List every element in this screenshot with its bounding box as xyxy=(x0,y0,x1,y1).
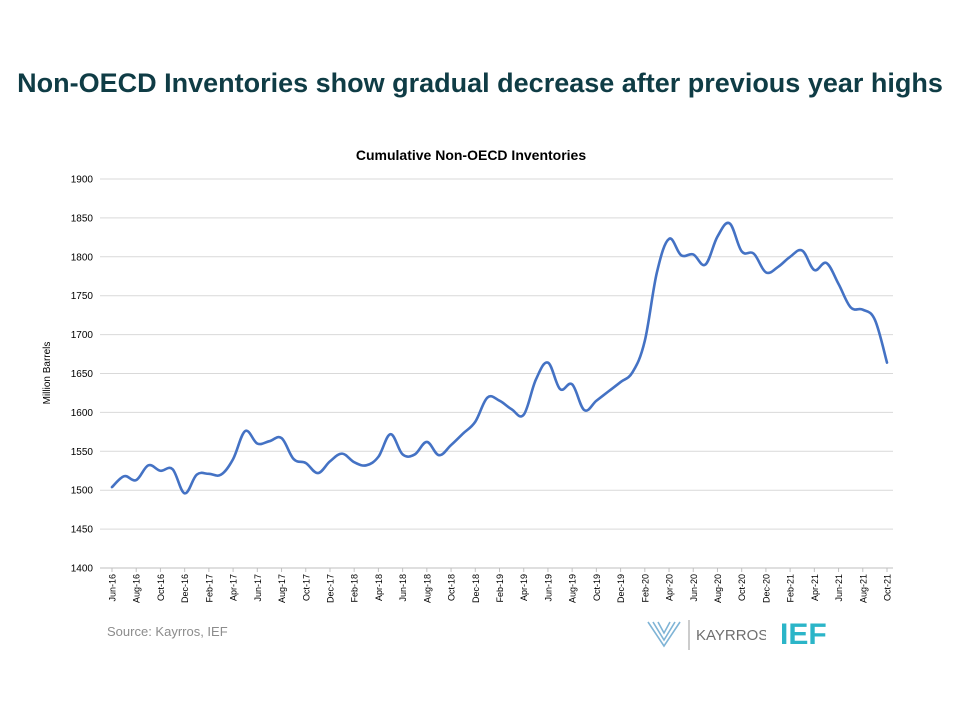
y-tick-label: 1550 xyxy=(71,447,94,458)
x-tick-label: Oct-21 xyxy=(883,574,893,601)
x-tick-label: Apr-18 xyxy=(374,574,384,601)
y-tick-label: 1750 xyxy=(71,291,94,302)
slide-title: Non-OECD Inventories show gradual decrea… xyxy=(17,68,943,98)
y-tick-label: 1900 xyxy=(71,175,94,186)
x-tick-label: Jun-16 xyxy=(108,574,118,602)
x-tick-label: Jun-21 xyxy=(834,574,844,602)
y-tick-label: 1650 xyxy=(71,369,94,380)
x-tick-label: Jun-20 xyxy=(689,574,699,602)
x-tick-label: Apr-19 xyxy=(519,574,529,601)
x-tick-label: Jun-19 xyxy=(543,574,553,602)
x-tick-label: Oct-16 xyxy=(156,574,166,601)
chart-title: Cumulative Non-OECD Inventories xyxy=(356,147,586,163)
x-tick-label: Aug-16 xyxy=(132,574,142,603)
gridlines xyxy=(100,178,893,569)
x-tick-label: Feb-17 xyxy=(204,574,214,603)
source-note: Source: Kayrros, IEF xyxy=(107,624,228,639)
x-tick-label: Dec-20 xyxy=(761,574,771,603)
x-tick-label: Aug-19 xyxy=(568,574,578,603)
y-tick-label: 1600 xyxy=(71,408,94,419)
x-tick-label: Oct-20 xyxy=(737,574,747,601)
x-tick-label: Dec-16 xyxy=(180,574,190,603)
x-tick-label: Feb-21 xyxy=(786,574,796,603)
kayrros-logo: KAYRROS xyxy=(647,620,766,650)
y-tick-label: 1700 xyxy=(71,330,94,341)
y-tick-label: 1400 xyxy=(71,564,94,575)
x-tick-label: Feb-20 xyxy=(640,574,650,603)
x-tick-label: Jun-17 xyxy=(253,574,263,602)
y-tick-label: 1800 xyxy=(71,252,94,263)
x-tick-label: Aug-17 xyxy=(277,574,287,603)
x-tick-labels: Jun-16 Aug-16 Oct-16 Dec-16 Feb-17 Apr-17 Jun-… xyxy=(108,568,893,603)
x-tick-label: Oct-19 xyxy=(592,574,602,601)
x-tick-label: Dec-17 xyxy=(325,574,335,603)
x-tick-label: Dec-18 xyxy=(471,574,481,603)
x-tick-label: Oct-17 xyxy=(301,574,311,601)
y-tick-label: 1450 xyxy=(71,525,94,536)
x-tick-label: Aug-18 xyxy=(422,574,432,603)
x-tick-label: Feb-19 xyxy=(495,574,505,603)
x-tick-label: Dec-19 xyxy=(616,574,626,603)
x-tick-label: Apr-20 xyxy=(665,574,675,601)
svg-text:IEF: IEF xyxy=(780,618,827,651)
x-tick-label: Jun-18 xyxy=(398,574,408,602)
x-tick-label: Aug-21 xyxy=(858,574,868,603)
y-axis-label: Million Barrels xyxy=(42,342,53,405)
y-tick-label: 1500 xyxy=(71,486,94,497)
x-tick-label: Apr-17 xyxy=(229,574,239,601)
ief-logo: IEF xyxy=(780,618,827,651)
x-tick-label: Feb-18 xyxy=(350,574,360,603)
x-tick-label: Apr-21 xyxy=(810,574,820,601)
x-tick-label: Oct-18 xyxy=(447,574,457,601)
y-tick-label: 1850 xyxy=(71,213,94,224)
x-tick-label: Aug-20 xyxy=(713,574,723,603)
series-line xyxy=(110,221,889,495)
y-tick-labels: 1400 1450 1500 1550 1600 1650 1700 1750 1800 1850… xyxy=(71,175,94,575)
svg-text:KAYRROS: KAYRROS xyxy=(696,627,766,644)
